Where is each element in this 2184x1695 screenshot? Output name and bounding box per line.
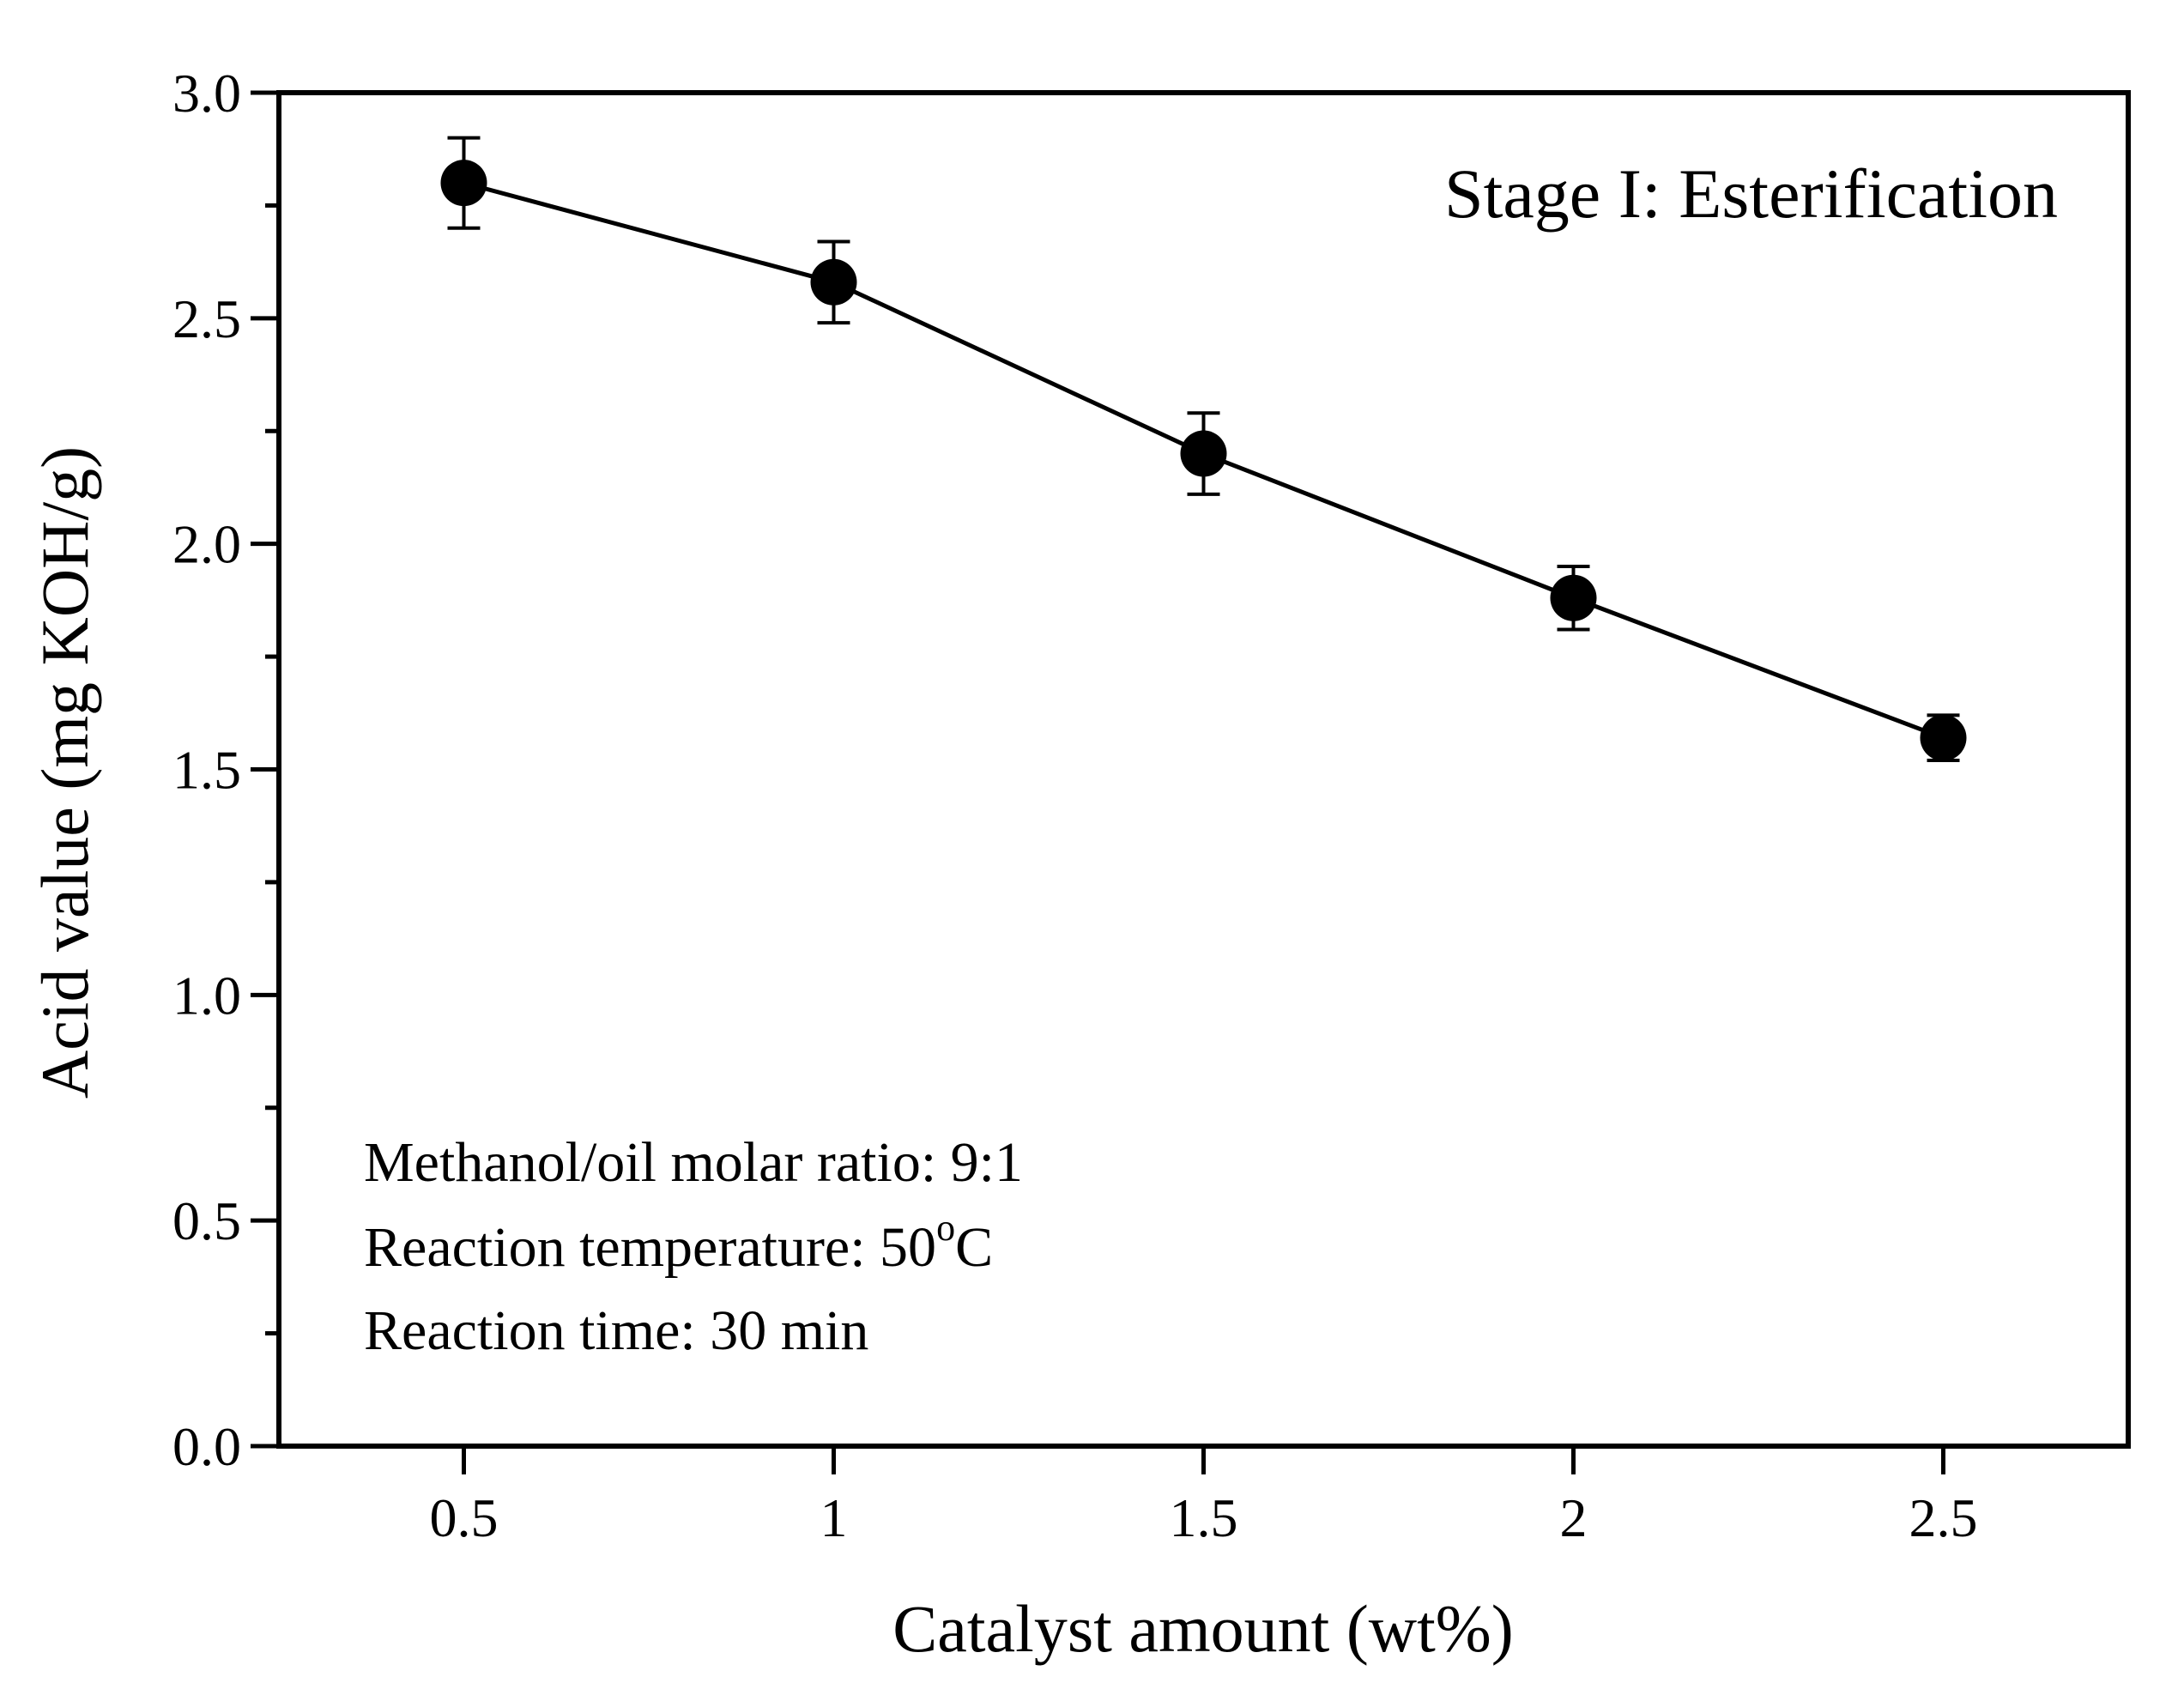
x-tick-label: 1.5 — [1170, 1487, 1238, 1548]
temperature-unit: C — [955, 1216, 993, 1279]
data-point — [440, 160, 487, 207]
x-tick-label: 2.5 — [1909, 1487, 1978, 1548]
data-point — [810, 258, 857, 306]
data-point — [1920, 714, 1967, 761]
stage-label: Stage I: Esterification — [1444, 154, 2058, 233]
ratio-annotation: Methanol/oil molar ratio: 9:1 — [364, 1131, 1023, 1194]
time-annotation: Reaction time: 30 min — [364, 1299, 868, 1362]
y-tick-label: 0.0 — [172, 1416, 241, 1477]
ticks-layer: 0.0 0.5 1.0 1.5 2.0 2.5 3.0 0.5 1 1.5 2 2.5 — [172, 63, 1978, 1548]
series-layer — [440, 136, 1967, 762]
x-tick-label: 0.5 — [430, 1487, 499, 1548]
x-tick-label: 2 — [1560, 1487, 1588, 1548]
x-tick-label: 1 — [820, 1487, 848, 1548]
y-tick-label: 2.0 — [172, 514, 241, 575]
degree-superscript: o — [936, 1207, 955, 1249]
y-tick-label: 0.5 — [172, 1190, 241, 1251]
y-tick-label: 2.5 — [172, 288, 241, 349]
y-axis-title: Acid value (mg KOH/g) — [27, 446, 102, 1099]
y-tick-label: 3.0 — [172, 63, 241, 124]
plot-frame — [276, 90, 2131, 1449]
data-point — [1180, 430, 1227, 477]
y-tick-label: 1.0 — [172, 965, 241, 1026]
data-point — [1550, 574, 1597, 621]
y-tick-label: 1.5 — [172, 740, 241, 801]
temperature-annotation: Reaction temperature: 50oC — [364, 1207, 993, 1279]
temperature-annotation-main: Reaction temperature: 50 — [364, 1216, 936, 1279]
x-axis-title: Catalyst amount (wt%) — [892, 1591, 1514, 1666]
